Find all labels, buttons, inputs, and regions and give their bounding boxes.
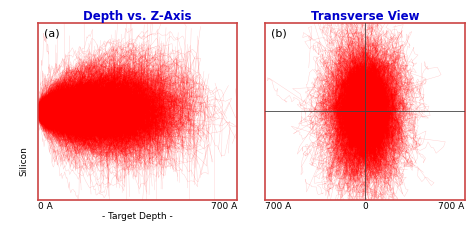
Text: 700 A: 700 A <box>265 202 292 210</box>
Text: 700 A: 700 A <box>438 202 465 210</box>
Text: Silicon: Silicon <box>19 146 28 176</box>
Text: 700 A: 700 A <box>211 202 237 210</box>
Title: Transverse View: Transverse View <box>311 10 419 23</box>
Text: 0: 0 <box>362 202 368 210</box>
Title: Depth vs. Z-Axis: Depth vs. Z-Axis <box>83 10 191 23</box>
Text: 0 A: 0 A <box>38 202 53 210</box>
Text: - Target Depth -: - Target Depth - <box>102 212 173 221</box>
Text: (a): (a) <box>44 28 60 38</box>
Text: (b): (b) <box>272 28 287 38</box>
